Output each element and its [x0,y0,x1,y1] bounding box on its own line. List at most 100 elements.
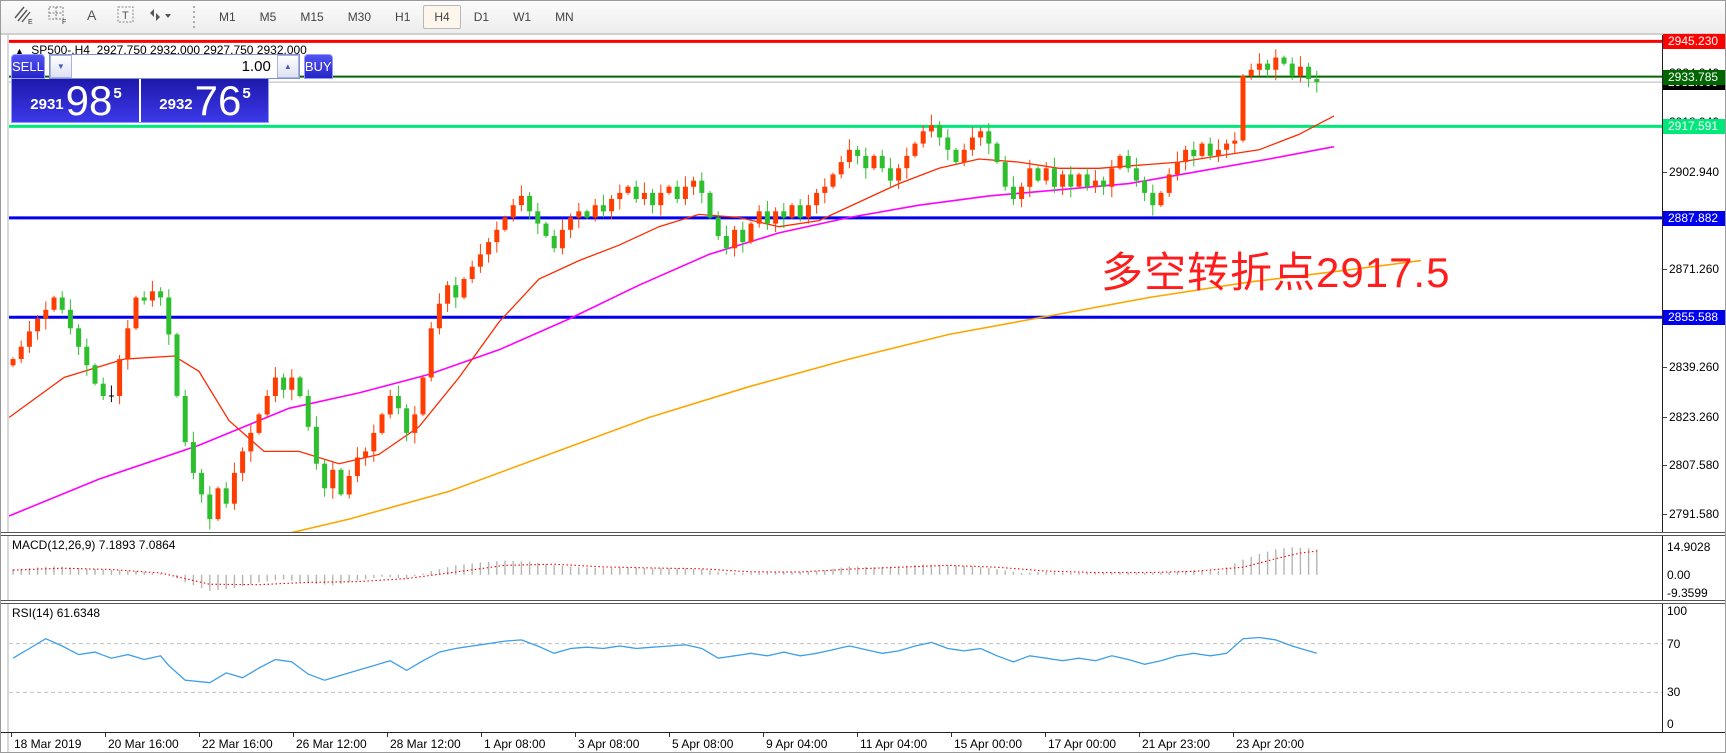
buy-price[interactable]: 2932 76 5 [141,79,268,122]
rsi-scale-label: 0 [1667,717,1674,731]
timeframe-button-m30[interactable]: M30 [347,10,372,24]
time-tick [199,733,200,737]
svg-text:T: T [122,10,129,22]
sell-price-prefix: 2931 [30,96,64,113]
timeframe-button-h1[interactable]: H1 [395,10,411,24]
trade-panel-controls: SELL ▼ ▲ BUY [11,54,333,79]
text-box-button[interactable]: T [110,4,142,30]
time-label: 5 Apr 08:00 [672,737,734,751]
volume-stepper: ▼ ▲ [48,54,300,79]
sell-price-big-digits: 98 [65,77,113,124]
price-tick-label: 2807.580 [1663,458,1719,472]
rsi-scale[interactable]: 100 70 30 0 [1663,604,1725,732]
timeframe-button-w1[interactable]: W1 [513,10,532,24]
grid-tool-f-button[interactable]: F [42,4,74,30]
time-tick [11,733,12,737]
panel-divider[interactable] [1,600,1725,604]
title-marker-icon: ▲ [15,46,24,56]
timeframe-button-mn[interactable]: MN [555,10,574,24]
time-label: 17 Apr 00:00 [1048,737,1117,751]
time-tick [669,733,670,737]
price-line-label: 2917.591 [1663,119,1725,134]
time-tick [1045,733,1046,737]
macd-label: MACD(12,26,9) 7.1893 7.0864 [12,538,176,552]
time-tick [293,733,294,737]
buy-price-pip: 5 [242,85,251,102]
volume-decrease-button[interactable]: ▼ [49,55,72,78]
toolbar: E F A T M1 M5 M15 M30 H1 H4 D1 W1 MN [1,1,1725,35]
volume-increase-button[interactable]: ▲ [276,55,299,78]
sell-price-pip: 5 [113,85,122,102]
macd-panel-row: MACD(12,26,9) 7.1893 7.0864 14.9028 0.00 -… [1,536,1725,600]
rsi-label: RSI(14) 61.6348 [12,606,101,620]
price-tick-label: 2902.940 [1663,165,1719,179]
main-chart-plot[interactable]: ▲ SP500-,H4 2927.750 2932.000 2927.750 2… [9,35,1663,532]
text-label-icon: A [81,5,103,30]
ma-magenta-line [9,145,1335,517]
price-line-label: 2933.785 [1663,70,1725,85]
rsi-scale-label: 70 [1667,637,1681,651]
time-label: 18 Mar 2019 [14,737,82,751]
price-line-label: 2855.588 [1663,310,1725,325]
trade-panel-prices: 2931 98 5 2932 76 5 [11,79,269,123]
macd-chart[interactable] [9,536,1663,600]
time-label: 1 Apr 08:00 [484,737,546,751]
time-label: 3 Apr 08:00 [578,737,640,751]
buy-button[interactable]: BUY [303,54,333,79]
time-label: 9 Apr 04:00 [766,737,828,751]
rsi-plot[interactable]: RSI(14) 61.6348 [9,604,1663,732]
time-label: 23 Apr 20:00 [1236,737,1305,751]
arrange-objects-icon [145,5,175,30]
timeframe-button-m5[interactable]: M5 [259,10,277,24]
price-tick-label: 2871.260 [1663,262,1719,276]
macd-scale[interactable]: 14.9028 0.00 -9.3599 [1663,536,1725,600]
sell-button[interactable]: SELL [11,54,45,79]
time-tick [951,733,952,737]
arrange-objects-button[interactable] [144,4,176,30]
chart-title: ▲ SP500-,H4 2927.750 2932.000 2927.750 2… [15,43,307,57]
panel-divider[interactable] [1,532,1725,536]
price-scale[interactable]: 2934.9402918.9402902.9402871.2602839.260… [1663,34,1725,532]
candlestick-chart[interactable] [9,35,1663,532]
timeframe-button-d1[interactable]: D1 [473,10,490,24]
annotation-text[interactable]: 多空转折点2917.5 [1101,249,1451,296]
rsi-scale-label: 100 [1667,604,1688,618]
chart-ohlc-values: 2927.750 2932.000 2927.750 2932.000 [96,43,307,57]
time-label: 11 Apr 04:00 [860,737,928,751]
timeframe-button-h4[interactable]: H4 [423,5,461,29]
time-label: 15 Apr 00:00 [954,737,1023,751]
left-frame [1,35,9,532]
time-tick [763,733,764,737]
buy-price-big-digits: 76 [194,77,242,124]
text-label-button[interactable]: A [76,4,108,30]
timeframe-button-m1[interactable]: M1 [219,10,236,24]
svg-text:A: A [87,7,97,23]
macd-scale-label: 14.9028 [1667,540,1711,554]
price-tick-label: 2839.260 [1663,360,1719,374]
price-line-label: 2887.882 [1663,211,1725,226]
price-tick-label: 2791.580 [1663,507,1719,521]
pattern-draw-e-icon: E [13,5,35,30]
toolbar-separator [191,6,197,28]
macd-plot[interactable]: MACD(12,26,9) 7.1893 7.0864 [9,536,1663,600]
rsi-panel-row: RSI(14) 61.6348 100 70 30 0 [1,604,1725,732]
time-axis-corner [1663,733,1725,752]
time-tick [1233,733,1234,737]
sell-price[interactable]: 2931 98 5 [12,79,141,122]
rsi-scale-label: 30 [1667,685,1681,699]
chart-symbol-timeframe: SP500-,H4 [31,43,90,57]
time-tick [1139,733,1140,737]
rsi-chart[interactable] [9,604,1663,732]
pattern-draw-e-button[interactable]: E [8,4,40,30]
time-axis[interactable]: 18 Mar 2019 20 Mar 16:00 22 Mar 16:00 26 Ma… [9,733,1663,752]
time-tick [857,733,858,737]
time-label: 26 Mar 12:00 [296,737,367,751]
ma-orange-line [290,259,1422,532]
timeframe-button-m15[interactable]: M15 [300,10,324,24]
volume-input[interactable] [71,55,277,78]
time-label: 22 Mar 16:00 [202,737,273,751]
time-label: 21 Apr 23:00 [1142,737,1211,751]
main-chart-row: ▲ SP500-,H4 2927.750 2932.000 2927.750 2… [1,34,1725,532]
time-tick [105,733,106,737]
